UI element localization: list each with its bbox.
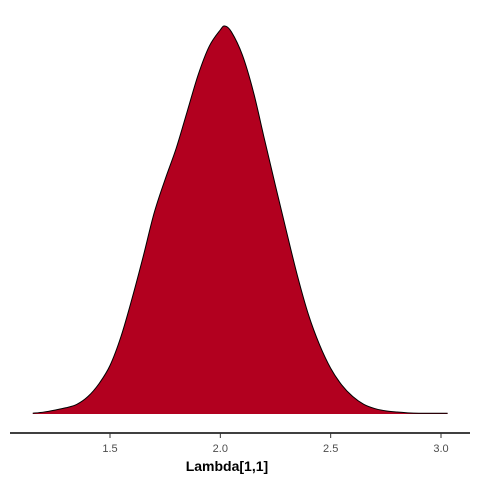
plot-area — [32, 25, 448, 415]
x-tick-label: 1.5 — [102, 443, 117, 455]
x-tick-label: 2.5 — [323, 443, 338, 455]
density-outline — [32, 25, 448, 414]
density-area — [32, 25, 448, 415]
x-tick-label: 2.0 — [213, 443, 228, 455]
x-axis-title: Lambda[1,1] — [186, 458, 268, 474]
x-tick-label: 3.0 — [433, 443, 448, 455]
x-axis-ticks: 1.5 2.0 2.5 3.0 — [102, 433, 449, 455]
